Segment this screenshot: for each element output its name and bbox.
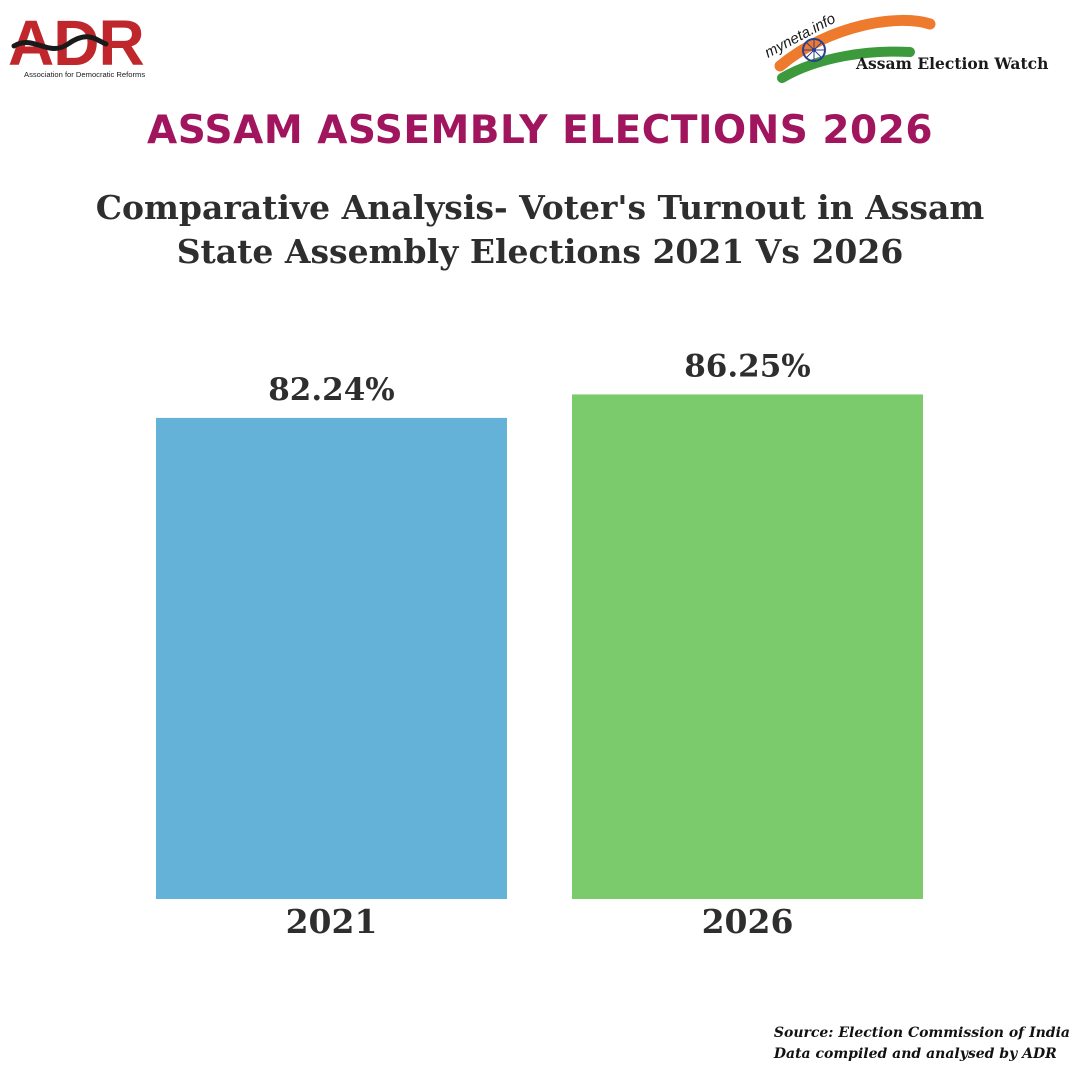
- headline: ASSAM ASSEMBLY ELECTIONS 2026: [147, 108, 933, 153]
- svg-text:Association for Democratic Ref: Association for Democratic Reforms: [24, 70, 145, 79]
- data-label-2021: 82.24%: [268, 372, 395, 408]
- source-note: Source: Election Commission of India: [773, 1025, 1070, 1041]
- credit-note: Data compiled and analysed by ADR: [773, 1046, 1057, 1062]
- footer: Source: Election Commission of India Dat…: [774, 1023, 1070, 1065]
- x-tick-label-2021: 2021: [286, 902, 378, 941]
- svg-text:Assam Election Watch: Assam Election Watch: [855, 54, 1048, 73]
- subtitle-line-2: State Assembly Elections 2021 Vs 2026: [176, 232, 904, 271]
- subtitle-line-1: Comparative Analysis- Voter's Turnout in…: [95, 188, 985, 227]
- chart-subtitle: Comparative Analysis- Voter's Turnout in…: [0, 186, 1080, 274]
- chakra-icon: [802, 38, 826, 62]
- x-tick-label-2026: 2026: [702, 902, 794, 941]
- adr-logo: ADR Association for Democratic Reforms: [8, 8, 145, 79]
- bar-2026: [572, 394, 923, 899]
- myneta-logo: myneta.info Assam Election Watch: [762, 10, 1048, 83]
- bar-chart: 82.24% 2021 86.25% 2026: [156, 348, 923, 941]
- bar-2021: [156, 417, 507, 899]
- data-label-2026: 86.25%: [684, 348, 811, 384]
